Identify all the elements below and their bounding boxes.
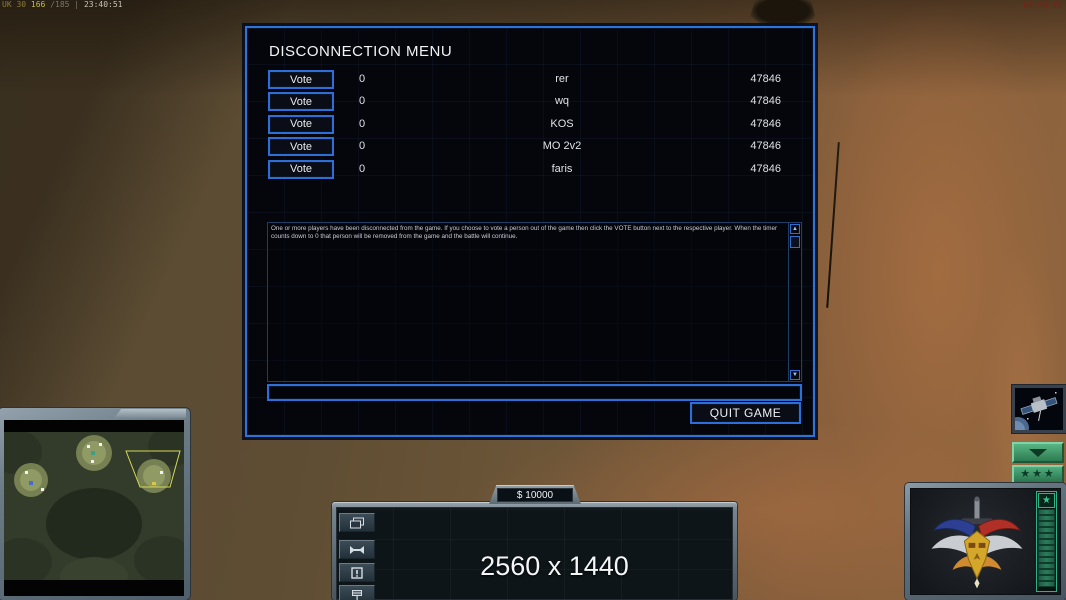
scrollbar-thumb[interactable] xyxy=(790,236,800,248)
xp-segment xyxy=(1039,558,1054,562)
xp-segment xyxy=(1039,582,1054,586)
usa-general-emblem xyxy=(931,496,1023,589)
player-timeout: 47846 xyxy=(750,73,781,85)
xp-segment xyxy=(1039,552,1054,556)
scroll-down-icon[interactable]: ▼ xyxy=(790,370,800,380)
xp-segment xyxy=(1039,564,1054,568)
vote-count: 0 xyxy=(359,73,366,85)
xp-segment xyxy=(1039,540,1054,544)
command-bar-surface: 2560 x 1440 xyxy=(336,507,733,600)
xp-segment xyxy=(1039,510,1054,514)
vote-button[interactable]: Vote xyxy=(268,114,334,134)
satellite-icon[interactable] xyxy=(1007,385,1066,439)
vote-button[interactable]: Vote xyxy=(268,159,334,179)
chevron-down-icon[interactable] xyxy=(1012,442,1064,463)
player-timeout: 47846 xyxy=(750,95,781,108)
debug-total: /185 | xyxy=(50,0,80,9)
windows-icon[interactable] xyxy=(339,513,375,532)
chat-input[interactable] xyxy=(267,384,802,401)
debug-clock: 23:40:51 xyxy=(83,0,123,9)
player-name: wq xyxy=(554,95,570,108)
xp-segment xyxy=(1039,522,1054,526)
quit-game-button[interactable]: QUIT GAME xyxy=(690,402,801,424)
player-name: MO 2v2 xyxy=(542,140,582,153)
destroyed-structure xyxy=(750,0,816,27)
money-display: $ 10000 xyxy=(497,488,573,502)
vote-button[interactable]: Vote xyxy=(268,70,334,89)
general-portrait-panel: ★ xyxy=(905,483,1066,600)
player-timeout: 47846 xyxy=(750,140,781,153)
vote-count: 0 xyxy=(359,140,366,153)
player-name: KOS xyxy=(550,117,574,130)
player-timeout: 47846 xyxy=(750,162,781,175)
portrait-surface: ★ xyxy=(910,488,1061,595)
table-row: Vote 0 MO 2v2 47846 xyxy=(247,136,813,158)
minimap-tab xyxy=(114,409,186,418)
debug-fps: UK 30 xyxy=(2,0,27,9)
table-row: Vote 0 rer 47846 xyxy=(247,69,813,91)
table-row: Vote 0 KOS 47846 xyxy=(247,114,813,136)
xp-segment xyxy=(1039,528,1054,532)
experience-gauge: ★ xyxy=(1036,491,1057,592)
money-tab: $ 10000 xyxy=(489,485,581,504)
player-timeout: 47846 xyxy=(750,117,781,130)
connectors-icon[interactable] xyxy=(339,540,375,559)
match-timer: 00:00:01 xyxy=(1023,1,1062,10)
xp-segment xyxy=(1039,534,1054,538)
table-row: Vote 0 faris 47846 xyxy=(247,159,813,181)
vote-count: 0 xyxy=(359,162,366,175)
xp-segment xyxy=(1039,570,1054,574)
command-bar: $ 10000 2560 x 1440 xyxy=(332,485,737,600)
vote-button[interactable]: Vote xyxy=(268,92,334,112)
debug-counter: 166 xyxy=(30,0,46,9)
disconnect-description: One or more players have been disconnect… xyxy=(271,225,778,240)
vote-count: 0 xyxy=(359,95,366,108)
minimap-screen[interactable] xyxy=(4,420,184,596)
minimap[interactable] xyxy=(4,432,184,580)
alert-icon[interactable] xyxy=(339,563,375,582)
player-name: faris xyxy=(551,162,573,175)
xp-segment xyxy=(1039,546,1054,550)
vote-table: Vote 0 rer 47846 Vote 0 wq 47846 Vote 0 … xyxy=(247,69,813,181)
disconnection-menu-dialog: DISCONNECTION MENU Vote 0 rer 47846 Vote… xyxy=(245,26,815,437)
flag-icon[interactable] xyxy=(339,585,375,600)
chevron-down-glyph xyxy=(1029,448,1047,457)
three-stars-icon[interactable]: ★★★ xyxy=(1012,465,1064,484)
debug-overlay: UK 30 166 /185 | 23:40:51 xyxy=(2,0,122,9)
vote-count: 0 xyxy=(359,117,366,130)
dialog-title: DISCONNECTION MENU xyxy=(269,43,453,60)
vote-button[interactable]: Vote xyxy=(268,137,334,157)
xp-segment xyxy=(1039,576,1054,580)
rank-star-icon: ★ xyxy=(1038,493,1055,508)
scroll-up-icon[interactable]: ▲ xyxy=(790,224,800,234)
table-row: Vote 0 wq 47846 xyxy=(247,91,813,113)
xp-segment xyxy=(1039,516,1054,520)
message-scrollbar[interactable]: ▲ ▼ xyxy=(788,223,801,381)
minimap-panel xyxy=(0,408,190,600)
player-name: rer xyxy=(555,73,569,85)
resolution-watermark: 2560 x 1440 xyxy=(480,551,629,581)
message-box: One or more players have been disconnect… xyxy=(267,222,802,382)
